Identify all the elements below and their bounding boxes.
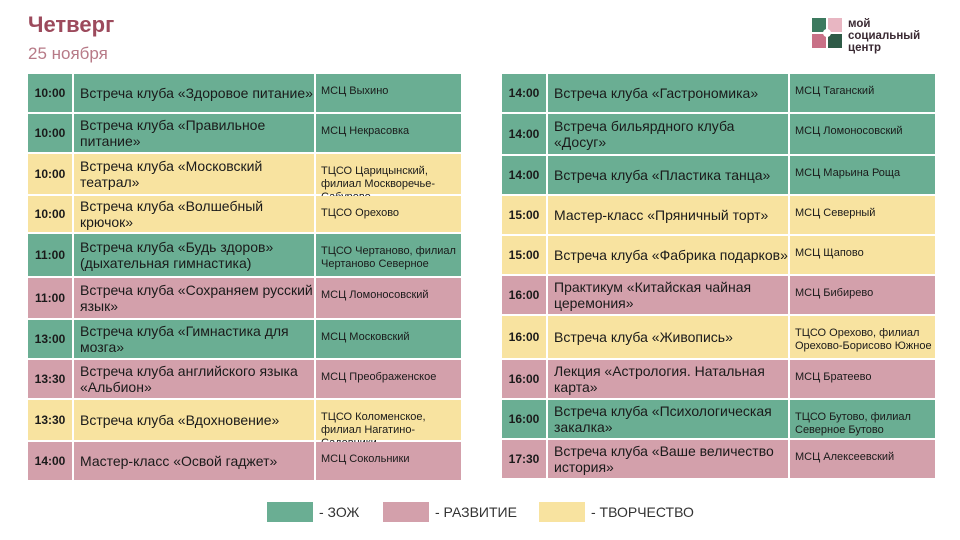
event-location: ТЦСО Коломенское, филиал Нагатино-Садовн… [316, 400, 461, 449]
schedule-row: 13:30 Встреча клуба английского языка «Ал… [28, 360, 461, 400]
event-time: 15:00 [502, 196, 548, 234]
page-title: Четверг [28, 12, 115, 37]
event-title: Встреча клуба «Московский театрал» [74, 154, 316, 194]
schedule-row: 16:00 Встреча клуба «Живопись» ТЦСО Орехов… [502, 316, 935, 360]
schedule-row: 14:00 Встреча клуба «Гастрономика» МСЦ Таг… [502, 74, 935, 114]
event-title: Встреча клуба «Здоровое питание» [74, 74, 316, 112]
event-title: Встреча клуба «Живопись» [548, 316, 790, 358]
legend-swatch-razvitie [383, 502, 429, 522]
logo-icon [812, 18, 842, 48]
logo-line-1: мой [848, 18, 871, 30]
event-title: Мастер-класс «Пряничный торт» [548, 196, 790, 234]
legend-item-razvitie: - РАЗВИТИЕ [383, 502, 517, 522]
event-location: МСЦ Сокольники [316, 442, 461, 480]
event-time: 14:00 [502, 156, 548, 194]
legend-swatch-zozh [267, 502, 313, 522]
event-time: 16:00 [502, 400, 548, 438]
event-time: 11:00 [28, 234, 74, 276]
event-title: Встреча клуба «Правильное питание» [74, 114, 316, 152]
event-time: 14:00 [502, 74, 548, 112]
legend-label-tvorchestvo: - ТВОРЧЕСТВО [591, 504, 694, 520]
event-location: ТЦСО Орехово [316, 196, 461, 232]
event-title: Встреча клуба «Психологическая закалка» [548, 400, 790, 438]
event-title: Встреча клуба «Фабрика подарков» [548, 236, 790, 274]
event-time: 10:00 [28, 114, 74, 152]
event-location: МСЦ Братеево [790, 360, 935, 398]
event-time: 14:00 [502, 114, 548, 154]
event-title: Встреча клуба «Ваше величество история» [548, 440, 790, 478]
event-title: Встреча бильярдного клуба «Досуг» [548, 114, 790, 154]
event-location: МСЦ Ломоносовский [790, 114, 935, 154]
event-location: ТЦСО Бутово, филиал Северное Бутово [790, 400, 935, 438]
event-title: Встреча клуба «Будь здоров» (дыхательная… [74, 234, 316, 276]
event-time: 17:30 [502, 440, 548, 478]
page-date: 25 ноября [28, 44, 108, 63]
schedule-row: 16:00 Встреча клуба «Психологическая зака… [502, 400, 935, 440]
event-title: Встреча клуба «Пластика танца» [548, 156, 790, 194]
event-title: Практикум «Китайская чайная церемония» [548, 276, 790, 314]
event-time: 15:00 [502, 236, 548, 274]
event-time: 10:00 [28, 154, 74, 194]
schedule-row: 10:00 Встреча клуба «Московский театрал» Т… [28, 154, 461, 203]
event-location: МСЦ Ломоносовский [316, 278, 461, 318]
event-location: МСЦ Выхино [316, 74, 461, 112]
schedule-left-column: 10:00 Встреча клуба «Здоровое питание» МСЦ… [28, 74, 461, 482]
event-title: Встреча клуба «Волшебный крючок» [74, 196, 316, 232]
schedule-row: 16:00 Практикум «Китайская чайная церемон… [502, 276, 935, 316]
event-time: 13:00 [28, 320, 74, 358]
event-title: Встреча клуба «Вдохновение» [74, 400, 316, 440]
legend-label-razvitie: - РАЗВИТИЕ [435, 504, 517, 520]
schedule-row: 11:00 Встреча клуба «Сохраняем русский яз… [28, 278, 461, 320]
event-location: МСЦ Северный [790, 196, 935, 234]
logo: мой социальный центр [810, 16, 950, 60]
event-location: МСЦ Алексеевский [790, 440, 935, 478]
schedule-row: 14:00 Встреча клуба «Пластика танца» МСЦ М… [502, 156, 935, 196]
schedule-row: 10:00 Встреча клуба «Здоровое питание» МСЦ… [28, 74, 461, 114]
legend-label-zozh: - ЗОЖ [319, 504, 360, 520]
event-location: МСЦ Бибирево [790, 276, 935, 314]
event-title: Встреча клуба «Гимнастика для мозга» [74, 320, 316, 358]
event-location: ТЦСО Царицынский, филиал Москворечье-Саб… [316, 154, 461, 203]
event-location: МСЦ Московский [316, 320, 461, 358]
event-time: 10:00 [28, 196, 74, 232]
logo-text: мой социальный центр [848, 18, 920, 54]
event-location: МСЦ Преображенское [316, 360, 461, 398]
event-time: 16:00 [502, 360, 548, 398]
schedule-row: 14:00 Встреча бильярдного клуба «Досуг» МС… [502, 114, 935, 156]
event-location: МСЦ Марьина Роща [790, 156, 935, 194]
logo-line-2: социальный [848, 30, 921, 42]
event-time: 11:00 [28, 278, 74, 318]
event-time: 16:00 [502, 316, 548, 358]
event-time: 16:00 [502, 276, 548, 314]
event-title: Лекция «Астрология. Натальная карта» [548, 360, 790, 398]
schedule-row: 13:30 Встреча клуба «Вдохновение» ТЦСО Кол… [28, 400, 461, 449]
schedule-row: 11:00 Встреча клуба «Будь здоров» (дыхате… [28, 234, 461, 278]
event-time: 14:00 [28, 442, 74, 480]
schedule-row: 15:00 Мастер-класс «Пряничный торт» МСЦ Се… [502, 196, 935, 236]
schedule-row: 10:00 Встреча клуба «Волшебный крючок» ТЦС… [28, 196, 461, 234]
event-location: МСЦ Некрасовка [316, 114, 461, 152]
legend-item-zozh: - ЗОЖ [267, 502, 359, 522]
schedule-row: 10:00 Встреча клуба «Правильное питание» М… [28, 114, 461, 154]
legend-item-tvorchestvo: - ТВОРЧЕСТВО [539, 502, 694, 522]
event-location: ТЦСО Орехово, филиал Орехово-Борисово Юж… [790, 316, 935, 358]
event-time: 13:30 [28, 360, 74, 398]
event-time: 13:30 [28, 400, 74, 440]
schedule-row: 17:30 Встреча клуба «Ваше величество исто… [502, 440, 935, 480]
schedule-right-column: 14:00 Встреча клуба «Гастрономика» МСЦ Таг… [502, 74, 935, 480]
event-title: Встреча клуба «Сохраняем русский язык» [74, 278, 316, 318]
event-location: ТЦСО Чертаново, филиал Чертаново Северно… [316, 234, 461, 276]
event-title: Мастер-класс «Освой гаджет» [74, 442, 316, 480]
legend-swatch-tvorchestvo [539, 502, 585, 522]
event-title: Встреча клуба английского языка «Альбион… [74, 360, 316, 398]
event-location: МСЦ Таганский [790, 74, 935, 112]
event-title: Встреча клуба «Гастрономика» [548, 74, 790, 112]
schedule-row: 16:00 Лекция «Астрология. Натальная карта… [502, 360, 935, 400]
event-time: 10:00 [28, 74, 74, 112]
schedule-row: 15:00 Встреча клуба «Фабрика подарков» МСЦ… [502, 236, 935, 276]
schedule-row: 14:00 Мастер-класс «Освой гаджет» МСЦ Соко… [28, 442, 461, 482]
schedule-row: 13:00 Встреча клуба «Гимнастика для мозга… [28, 320, 461, 360]
logo-line-3: центр [848, 42, 882, 54]
event-location: МСЦ Щапово [790, 236, 935, 274]
